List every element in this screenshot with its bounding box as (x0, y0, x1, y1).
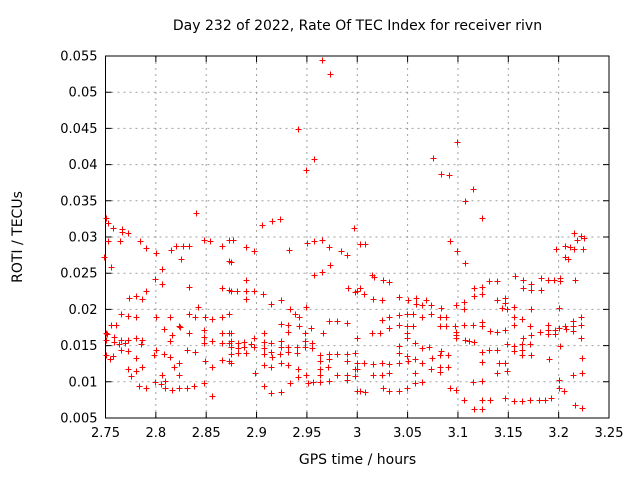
x-tick-label: 2.8 (146, 426, 167, 441)
x-tick-label: 2.9 (246, 426, 267, 441)
y-tick-label: 0.055 (60, 50, 97, 65)
y-tick-label: 0.045 (60, 122, 97, 137)
x-axis-label: GPS time / hours (298, 452, 417, 468)
x-tick-label: 3.2 (548, 426, 569, 441)
y-tick-label: 0.02 (69, 303, 98, 318)
x-tick-label: 3.1 (448, 426, 469, 441)
y-axis-label: ROTI / TECUs (10, 191, 26, 283)
axis-ticks (105, 55, 610, 419)
x-tick-label: 2.85 (192, 426, 221, 441)
y-tick-label: 0.005 (60, 412, 97, 427)
x-tick-label: 3.15 (494, 426, 523, 441)
data-points (101, 57, 588, 413)
y-tick-label: 0.025 (60, 267, 97, 282)
x-tick-label: 2.75 (91, 426, 120, 441)
y-tick-label: 0.04 (69, 158, 98, 173)
gridlines (105, 56, 609, 418)
y-tick-label: 0.03 (69, 231, 98, 246)
x-tick-label: 3.05 (393, 426, 422, 441)
x-tick-label: 3 (353, 426, 361, 441)
x-tick-label: 3.25 (595, 426, 624, 441)
y-tick-label: 0.01 (69, 375, 98, 390)
x-tick-label: 2.95 (292, 426, 321, 441)
chart-title: Day 232 of 2022, Rate Of TEC Index for r… (172, 18, 543, 34)
y-tick-label: 0.05 (69, 86, 98, 101)
y-tick-label: 0.035 (60, 194, 97, 209)
y-tick-label: 0.015 (60, 339, 97, 354)
